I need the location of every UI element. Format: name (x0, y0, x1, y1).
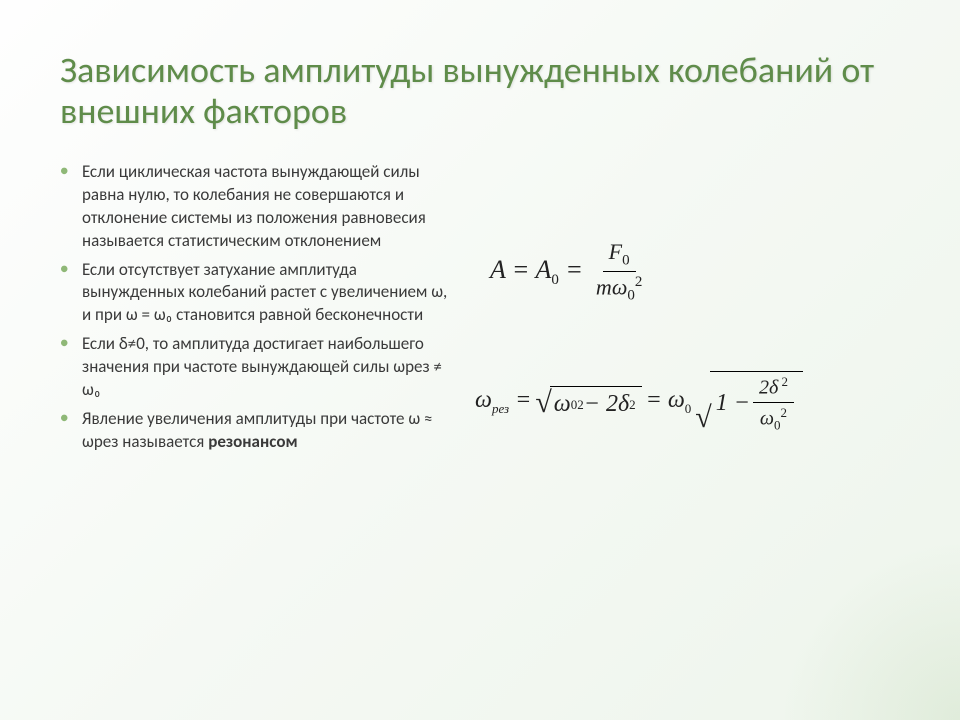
formula-column: A = A0 = F0 mω02 ωрез = √ ω02 − 2δ 2 = ω… (470, 161, 920, 481)
formula-resonance-freq: ωрез = √ ω02 − 2δ 2 = ω0 √ 1 − 2δ 2 ω02 (470, 353, 920, 451)
bullet-column: Если циклическая частота вынуждающей сил… (60, 161, 450, 481)
denominator: ω02 (754, 403, 793, 434)
sqrt-body: ω02 − 2δ 2 (550, 386, 642, 418)
numerator: 2δ 2 (753, 374, 794, 403)
formula-text: ωрез = (475, 387, 531, 417)
formula-text: = ω0 (646, 387, 692, 417)
fraction: 2δ 2 ω02 (753, 374, 794, 433)
slide: Зависимость амплитуды вынужденных колеба… (0, 0, 960, 720)
list-item: Если циклическая частота вынуждающей сил… (60, 161, 450, 253)
numerator: F0 (603, 239, 636, 272)
fraction: F0 mω02 (590, 239, 648, 305)
formula-amplitude: A = A0 = F0 mω02 (470, 221, 920, 323)
sqrt-1: √ ω02 − 2δ 2 (535, 386, 641, 418)
sqrt-body: 1 − 2δ 2 ω02 (710, 371, 803, 433)
slide-title: Зависимость амплитуды вынужденных колеба… (60, 50, 920, 133)
list-item: Если δ≠0, то амплитуда достигает наиболь… (60, 333, 450, 402)
bullet-list: Если циклическая частота вынуждающей сил… (60, 161, 450, 454)
denominator: mω02 (590, 272, 648, 305)
list-item: Явление увеличения амплитуды при частоте… (60, 408, 450, 454)
resonance-term: резонансом (208, 431, 297, 452)
formula-text: A = A0 = (490, 255, 583, 289)
sqrt-2: √ 1 − 2δ 2 ω02 (695, 371, 803, 433)
content-area: Если циклическая частота вынуждающей сил… (60, 161, 920, 481)
list-item: Если отсутствует затухание амплитуда вын… (60, 259, 450, 328)
decorative-corner (780, 540, 960, 720)
